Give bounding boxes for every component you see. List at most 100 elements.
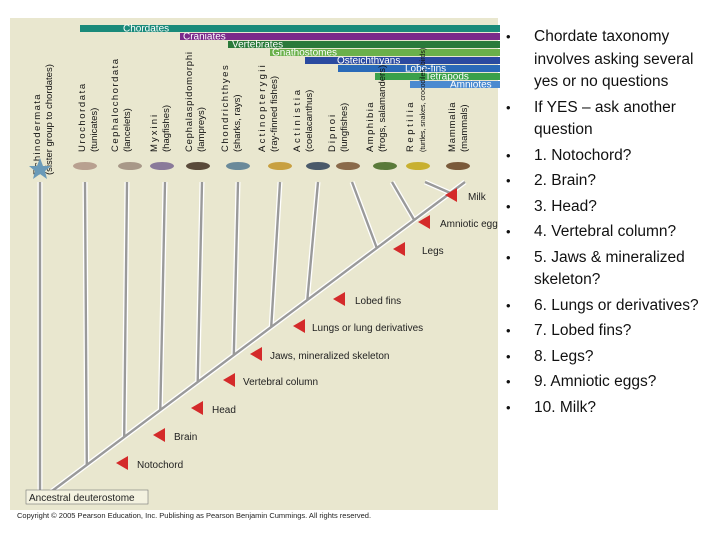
character-arrow [153,428,165,442]
animal-icon [336,162,360,170]
character-label-lungs-or-lung-derivatives: Lungs or lung derivatives [312,323,423,334]
clade-bar-osteichthyans [305,57,500,64]
taxon-cephalochordata: Cephalochordata(lancelets) [110,58,133,152]
character-label-amniotic-egg: Amniotic egg [440,219,498,230]
taxon-description: (lancelets) [122,108,133,152]
taxon-name: Urochordata [77,83,88,152]
taxon-myxini: Myxini (hagfishes) [149,105,172,152]
taxon-description: (lungfishes) [339,103,350,152]
clade-bar-tetrapods [375,73,500,80]
clade-label-gnathostomes: Gnathostomes [272,47,337,58]
clade-label-craniates: Craniates [183,31,226,42]
taxon-actinistia: Actinistia (coelacanthus) [292,89,315,152]
taxon-name: Chondrichthyes [220,65,231,152]
clade-bar-chordates [80,25,500,32]
character-arrow [116,456,128,470]
character-arrow [418,215,430,229]
taxon-name: Mammalia [447,102,458,152]
animal-icon [373,162,397,170]
question-item: If YES – ask another question [504,97,716,142]
taxon-name: Actinopterygii [257,65,268,152]
character-label-brain: Brain [174,432,197,443]
question-item: 3. Head? [504,196,716,219]
character-label-legs: Legs [422,246,444,257]
taxon-description: (sister group to chordates) [44,64,55,175]
animal-icon [406,162,430,170]
animal-icon [73,162,97,170]
clade-bar-vertebrates [228,41,500,48]
question-item: 6. Lungs or derivatives? [504,295,716,318]
animal-icon [306,162,330,170]
taxon-name: Actinistia [292,89,303,152]
starfish-icon [29,158,51,179]
character-arrow [445,188,457,202]
character-label-head: Head [212,405,236,416]
taxon-reptilia: Reptilia (turtles, snakes, crocodiles, bi… [405,48,427,152]
animal-icon [268,162,292,170]
question-item: 7. Lobed fins? [504,320,716,343]
question-item: 9. Amniotic eggs? [504,371,716,394]
taxon-description: (frogs, salamanders) [377,65,388,152]
question-item: Chordate taxonomy involves asking severa… [504,26,716,94]
animal-icon [186,162,210,170]
question-item: 2. Brain? [504,170,716,193]
clade-label-vertebrates: Vertebrates [232,39,283,50]
taxon-description: (tunicates) [89,108,100,152]
character-arrow [250,347,262,361]
cladogram-background [10,18,498,510]
clade-bar-amniotes [410,81,500,88]
taxon-name: Amphibia [365,102,376,152]
taxon-echinodermata: Echinodermata(sister group to chordates) [32,64,55,175]
taxon-name: Cephalaspidomorphi [184,52,195,152]
clade-label-amniotes: Amniotes [450,79,492,90]
taxon-name: Reptilia [405,102,416,152]
taxon-description: (lampreys) [196,107,207,152]
clade-bar-craniates [180,33,500,40]
taxon-amphibia: Amphibia (frogs, salamanders) [365,65,388,152]
taxon-mammalia: Mammalia (mammals) [447,102,470,152]
clade-label-osteichthyans: Osteichthyans [337,55,400,66]
taxon-description: (sharks, rays) [232,94,243,152]
taxon-description: (hagfishes) [161,105,172,152]
taxon-urochordata: Urochordata(tunicates) [77,83,100,152]
taxon-cephalaspidomorphi: Cephalaspidomorphi(lampreys) [184,52,207,152]
ancestor-box [25,489,149,505]
character-label-vertebral-column: Vertebral column [243,377,318,388]
clade-label-tetrapods: Tetrapods [425,71,469,82]
taxon-actinopterygii: Actinopterygii(ray-finned fishes) [257,65,280,152]
animal-icon [226,162,250,170]
character-arrow [333,292,345,306]
question-item: 5. Jaws & mineralized skeleton? [504,247,716,292]
character-arrow [293,319,305,333]
tree-branches [38,180,466,501]
character-label-lobed-fins: Lobed fins [355,296,401,307]
clade-label-lobe-fins: Lobe-fins [405,63,446,74]
character-label-jaws-mineralized-skeleton: Jaws, mineralized skeleton [270,351,390,362]
taxon-description: (ray-finned fishes) [269,76,280,152]
ancestral-deuterostome-label: Ancestral deuterostome [29,493,135,504]
copyright-notice: Copyright © 2005 Pearson Education, Inc.… [17,511,371,520]
chordate-cladogram: Chordates Craniates VertebratesGnathostome… [10,18,500,520]
animal-icon [446,162,470,170]
taxon-chondrichthyes: Chondrichthyes(sharks, rays) [220,65,243,152]
character-label-notochord: Notochord [137,460,183,471]
taxon-description: (turtles, snakes, crocodiles, birds) [420,48,427,152]
animal-icon [150,162,174,170]
taxon-description: (coelacanthus) [304,90,315,152]
taxon-description: (mammals) [459,105,470,153]
clade-bar-gnathostomes [270,49,500,56]
question-list: Chordate taxonomy involves asking severa… [504,26,716,422]
question-item: 1. Notochord? [504,145,716,168]
taxon-name: Myxini [149,115,160,152]
question-item: 8. Legs? [504,346,716,369]
clade-bar-lobe-fins [338,65,500,72]
character-arrow [223,373,235,387]
question-item: 10. Milk? [504,397,716,420]
taxon-name: Echinodermata [32,94,43,175]
taxon-name: Cephalochordata [110,58,121,152]
animal-icon [118,162,142,170]
character-label-milk: Milk [468,192,487,203]
character-arrow [393,242,405,256]
clade-label-chordates: Chordates [123,23,169,34]
character-arrow [191,401,203,415]
